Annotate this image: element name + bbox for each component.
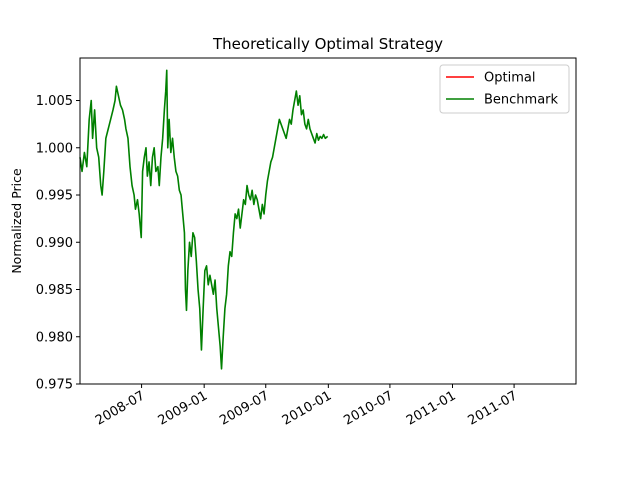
y-tick-label: 0.980: [36, 330, 73, 345]
y-tick-label: 1.000: [36, 141, 73, 156]
axes-frame: [79, 57, 577, 385]
legend: Optimal Benchmark: [439, 64, 570, 114]
y-tick-label: 0.985: [36, 283, 73, 298]
y-axis-ticks: 0.975 0.980 0.985 0.990 0.995 1.000 1.005: [36, 94, 80, 393]
chart-title: Theoretically Optimal Strategy: [212, 35, 443, 53]
y-tick-label: 1.005: [36, 94, 73, 109]
legend-label-optimal: Optimal: [484, 71, 535, 86]
y-tick-label: 0.975: [36, 378, 73, 393]
y-tick-label: 0.990: [36, 236, 73, 251]
y-axis-label: Normalized Price: [9, 168, 24, 274]
plot-area: [79, 69, 329, 370]
y-tick-label: 0.995: [36, 189, 73, 204]
legend-label-benchmark: Benchmark: [484, 93, 559, 108]
series-line-benchmark: [79, 69, 329, 370]
